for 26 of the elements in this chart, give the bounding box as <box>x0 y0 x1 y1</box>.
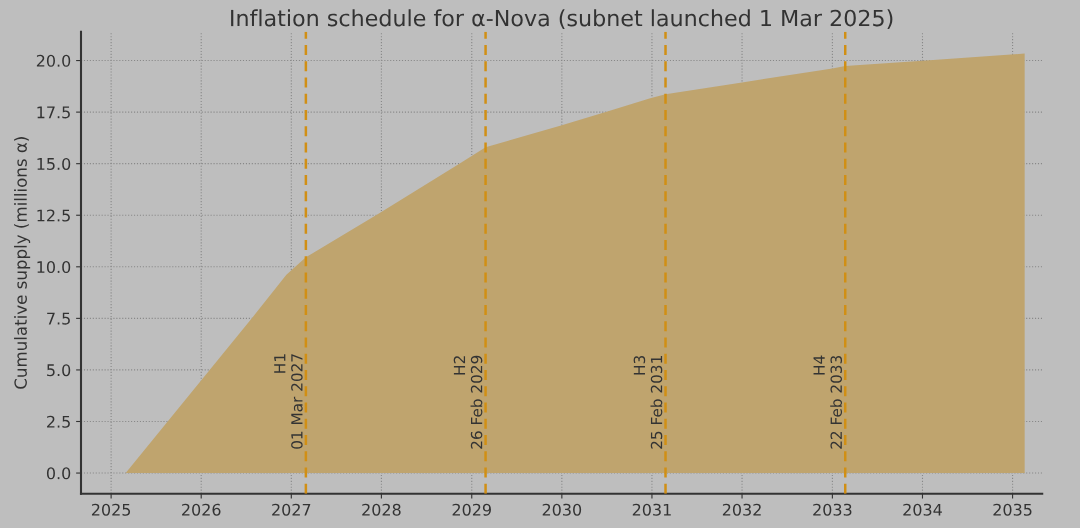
x-tick-label: 2026 <box>182 503 221 516</box>
y-tick-label: 15.0 <box>37 157 71 170</box>
y-tick-label: 12.5 <box>37 209 70 222</box>
y-tick-label: 7.5 <box>47 312 70 325</box>
x-tick-label: 2033 <box>813 503 852 516</box>
x-tick-label: 2028 <box>362 503 401 516</box>
x-tick-label: 2029 <box>452 503 491 516</box>
ref-line-label: H2 26 Feb 2029 <box>453 355 483 449</box>
x-tick-label: 2025 <box>91 503 131 516</box>
y-axis-title: Cumulative supply (millions α) <box>14 137 31 389</box>
y-tick-label: 20.0 <box>36 54 71 67</box>
y-tick-label: 2.5 <box>47 415 70 428</box>
ref-line-label: H3 25 Feb 2031 <box>633 355 663 449</box>
x-tick-label: 2034 <box>903 503 942 516</box>
x-tick-label: 2032 <box>722 503 761 516</box>
x-tick-label: 2027 <box>272 503 311 516</box>
x-tick-label: 2035 <box>993 503 1032 516</box>
ref-line-label: H4 22 Feb 2033 <box>813 355 843 449</box>
y-tick-label: 10.0 <box>37 261 71 274</box>
x-tick-label: 2030 <box>542 503 582 516</box>
y-tick-label: 17.5 <box>37 106 70 119</box>
x-tick-label: 2031 <box>632 503 671 516</box>
ref-line-label: H1 01 Mar 2027 <box>274 354 303 449</box>
y-tick-label: 0.0 <box>46 467 71 480</box>
chart-title: Inflation schedule for α-Nova (subnet launched 1 Mar 2025) <box>231 9 893 30</box>
y-tick-label: 5.0 <box>47 364 71 377</box>
